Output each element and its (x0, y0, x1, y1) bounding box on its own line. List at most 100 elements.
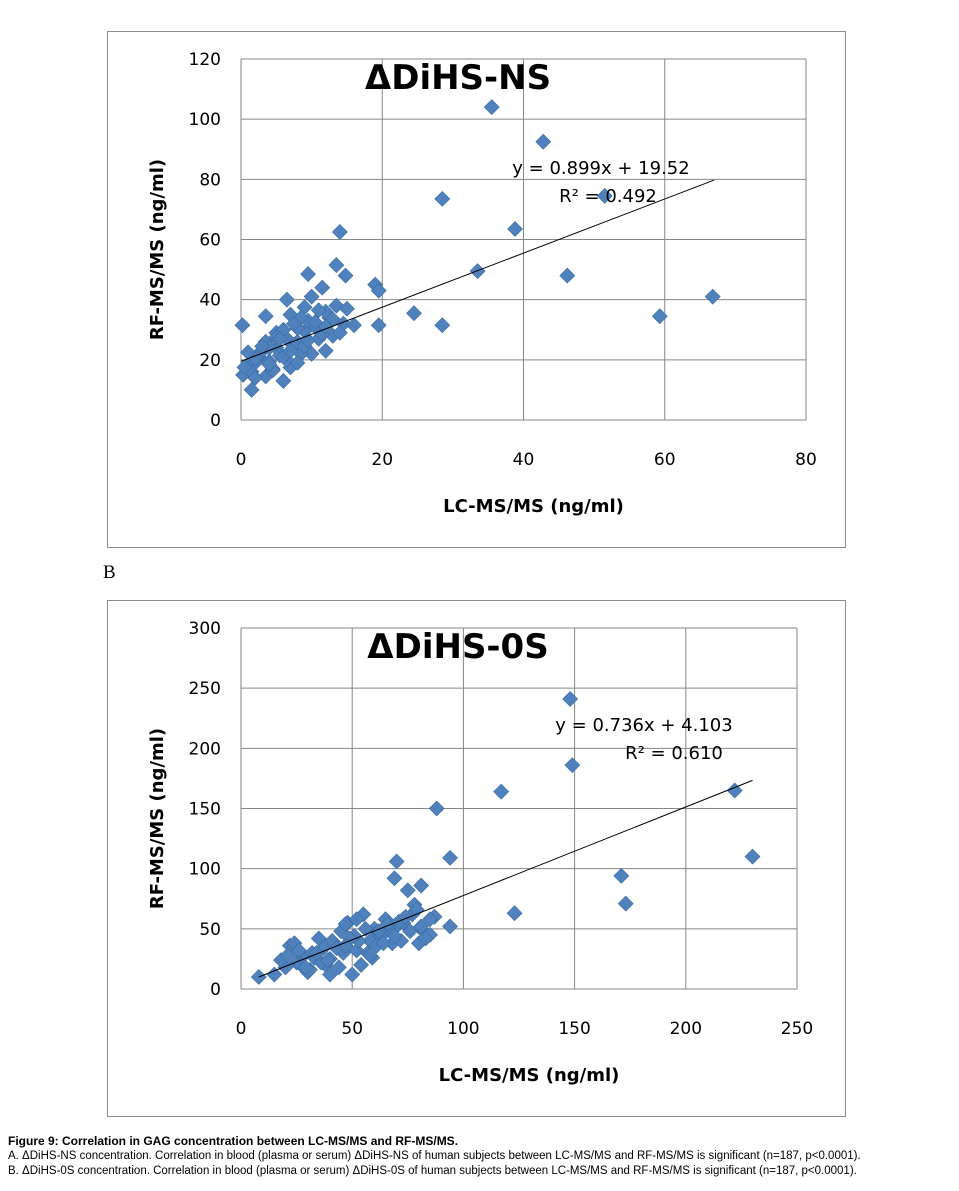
chart-title: ΔDiHS-0S (367, 627, 548, 667)
x-tick-label: 20 (371, 450, 393, 470)
trendline (240, 179, 715, 362)
y-tick-label: 200 (189, 739, 221, 759)
x-tick-label: 150 (558, 1019, 590, 1039)
data-point (331, 324, 348, 341)
data-point (506, 905, 523, 922)
y-tick-label: 100 (189, 860, 221, 880)
y-tick-label: 0 (210, 980, 221, 1000)
x-tick-label: 100 (447, 1019, 479, 1039)
x-tick-label: 200 (670, 1019, 702, 1039)
data-point (370, 282, 387, 299)
data-point (483, 99, 500, 116)
data-point (286, 315, 302, 332)
trendline-r2: R² = 0.492 (559, 186, 657, 207)
data-point (442, 849, 458, 866)
x-tick-label: 80 (795, 450, 817, 470)
data-point (744, 848, 761, 865)
data-point (507, 221, 523, 237)
data-point (434, 190, 451, 207)
chart-title: ΔDiHS-NS (365, 58, 551, 98)
data-point (651, 308, 668, 325)
y-tick-label: 120 (189, 50, 221, 70)
x-tick-label: 0 (236, 450, 247, 470)
trendline-r2: R² = 0.610 (625, 743, 723, 764)
data-point (261, 356, 278, 373)
data-point (348, 942, 365, 959)
data-point (308, 944, 325, 961)
y-tick-label: 250 (189, 679, 221, 699)
data-point (319, 952, 336, 969)
data-point (406, 305, 422, 322)
data-point (348, 911, 365, 928)
chart-panel-b: 0 50 100 150 200 250 300 0 50 100 150 200 250 LC-MS/M… (107, 600, 846, 1117)
data-point (442, 918, 458, 935)
caption-title: Figure 9: Correlation in GAG concentrati… (8, 1134, 459, 1148)
data-point (266, 966, 283, 983)
trendline (258, 779, 753, 978)
y-axis-title: RF-MS/MS (ng/ml) (147, 159, 168, 340)
data-point (322, 966, 338, 983)
data-point (413, 918, 430, 935)
x-tick-label: 40 (513, 450, 535, 470)
data-point (413, 877, 430, 894)
data-point (314, 279, 331, 296)
data-point (434, 317, 451, 334)
x-axis-title: LC-MS/MS (ng/ml) (443, 496, 624, 517)
data-point (317, 342, 334, 359)
data-point (300, 266, 317, 283)
data-point (289, 354, 306, 371)
data-point (386, 928, 403, 944)
data-point (613, 867, 630, 884)
x-tick-label: 0 (236, 1019, 247, 1039)
y-axis-title: RF-MS/MS (ng/ml) (147, 728, 168, 909)
data-point (330, 959, 347, 976)
y-tick-label: 150 (189, 800, 221, 820)
data-point (236, 359, 253, 376)
data-point (388, 853, 405, 870)
data-point (417, 930, 434, 947)
x-tick-label: 50 (341, 1019, 363, 1039)
data-point (337, 937, 354, 954)
data-point (243, 381, 260, 398)
y-tick-label: 300 (189, 619, 221, 639)
y-tick-label: 50 (199, 920, 221, 940)
data-point (247, 369, 264, 386)
caption-line-b: B. ΔDiHS-0S concentration. Correlation i… (8, 1165, 857, 1177)
x-tick-label: 60 (654, 450, 676, 470)
data-point (422, 911, 438, 928)
data-point (493, 783, 510, 800)
y-tick-label: 20 (199, 351, 221, 371)
data-point (704, 288, 721, 305)
y-tick-label: 0 (210, 411, 221, 431)
data-point (346, 317, 362, 334)
data-point (399, 882, 416, 899)
data-point (428, 800, 445, 817)
y-tick-label: 40 (199, 291, 221, 311)
data-point (257, 308, 274, 325)
panel-label-b: B (103, 562, 116, 583)
data-point (562, 691, 579, 707)
data-point (337, 267, 354, 284)
data-point (564, 757, 581, 774)
data-point (726, 782, 743, 799)
data-point (297, 959, 314, 976)
caption-line-a: A. ΔDiHS-NS concentration. Correlation i… (8, 1150, 861, 1162)
data-point (328, 257, 345, 273)
data-point (402, 923, 418, 940)
data-point (344, 966, 361, 983)
trendline-equation: y = 0.899x + 19.52 (512, 158, 689, 179)
data-point (408, 901, 425, 918)
data-point (290, 942, 307, 959)
data-point (596, 187, 613, 204)
data-point (617, 895, 634, 912)
y-tick-label: 60 (199, 231, 221, 251)
data-point (278, 291, 295, 308)
data-point (279, 947, 296, 964)
chart-panel-a: 0 20 40 60 80 100 120 0 20 40 60 80 LC-MS/MS (ng/ml)… (107, 31, 846, 548)
data-point (339, 300, 355, 317)
data-point (234, 317, 251, 334)
data-point (275, 372, 292, 389)
figure-caption: Figure 9: Correlation in GAG concentrati… (8, 1134, 953, 1179)
data-point (282, 342, 299, 359)
chart-b-svg: 0 50 100 150 200 250 300 0 50 100 150 200 250 LC-MS/M… (147, 619, 813, 1086)
